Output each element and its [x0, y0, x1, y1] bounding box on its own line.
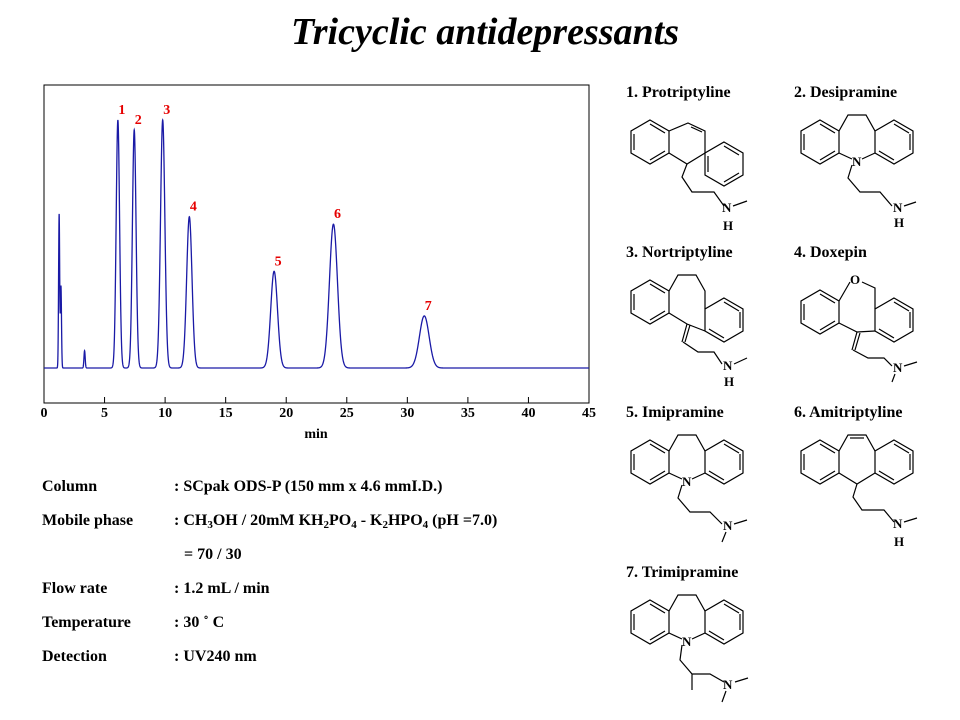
condition-value: : 30 ˚ C — [174, 614, 225, 631]
doxepin-structure: O N — [800, 272, 918, 383]
atom-label: O — [850, 272, 860, 287]
atom-label: N — [682, 474, 692, 489]
peak-label: 5 — [275, 254, 282, 269]
chromatogram-trace — [44, 118, 589, 369]
x-tick-label: 45 — [582, 406, 596, 421]
atom-label: H — [723, 218, 733, 233]
peak-label: 2 — [135, 113, 142, 128]
x-tick-label: 10 — [158, 406, 172, 421]
atom-label: N — [893, 516, 903, 531]
x-axis: 0 5 10 15 20 25 30 35 40 45 — [41, 397, 596, 421]
peak-label: 4 — [190, 200, 197, 215]
condition-label: Column — [42, 478, 98, 495]
amitriptyline-structure: N H — [800, 434, 918, 549]
x-tick-label: 40 — [521, 406, 535, 421]
peak-label: 1 — [118, 103, 125, 118]
page-title: Tricyclic antidepressants — [290, 11, 680, 53]
atom-label: N — [723, 358, 733, 373]
peak-label: 3 — [163, 103, 170, 118]
compound-name-protriptyline: 1. Protriptyline — [626, 84, 731, 101]
compound-name-nortriptyline: 3. Nortriptyline — [626, 244, 733, 261]
atom-label: H — [894, 534, 904, 549]
compound-name-trimipramine: 7. Trimipramine — [626, 564, 739, 581]
protriptyline-structure: N H — [630, 119, 748, 233]
compound-name-amitriptyline: 6. Amitriptyline — [794, 404, 903, 421]
atom-label: H — [894, 215, 904, 230]
condition-label: Detection — [42, 648, 107, 665]
condition-label: Mobile phase — [42, 512, 134, 529]
plot-frame — [43, 84, 590, 404]
x-tick-label: 15 — [219, 406, 233, 421]
peak-label: 6 — [334, 207, 341, 222]
condition-value: : CH3OH / 20mM KH2PO4 - K2HPO4 (pH =7.0) — [174, 512, 498, 531]
peak-label: 7 — [425, 299, 432, 314]
compound-name-desipramine: 2. Desipramine — [794, 84, 898, 101]
condition-value: : SCpak ODS-P (150 mm x 4.6 mmI.D.) — [174, 478, 443, 495]
condition-label: Flow rate — [42, 580, 108, 597]
nortriptyline-structure: N H — [630, 274, 748, 389]
condition-label: Temperature — [42, 614, 131, 631]
trimipramine-structure: N N — [630, 594, 749, 703]
x-tick-label: 25 — [340, 406, 354, 421]
atom-label: N — [893, 360, 903, 375]
atom-label: H — [724, 374, 734, 389]
atom-label: N — [722, 200, 732, 215]
x-tick-label: 35 — [461, 406, 475, 421]
condition-value: = 70 / 30 — [184, 546, 242, 563]
atom-label: N — [723, 677, 733, 692]
compound-name-doxepin: 4. Doxepin — [794, 244, 867, 261]
atom-label: N — [723, 518, 733, 533]
x-tick-label: 5 — [101, 406, 108, 421]
atom-label: N — [893, 200, 903, 215]
desipramine-structure: N N H — [800, 114, 917, 230]
atom-label: N — [682, 634, 692, 649]
atom-label: N — [852, 154, 862, 169]
x-tick-label: 20 — [279, 406, 293, 421]
compound-name-imipramine: 5. Imipramine — [626, 404, 724, 421]
condition-value: : UV240 nm — [174, 648, 257, 665]
imipramine-structure: N N — [630, 434, 748, 543]
x-tick-label: 0 — [41, 406, 48, 421]
x-tick-label: 30 — [400, 406, 414, 421]
peak-labels: 12 3 4 5 6 7 — [118, 103, 431, 314]
condition-value: : 1.2 mL / min — [174, 580, 270, 597]
x-axis-label: min — [304, 427, 328, 442]
